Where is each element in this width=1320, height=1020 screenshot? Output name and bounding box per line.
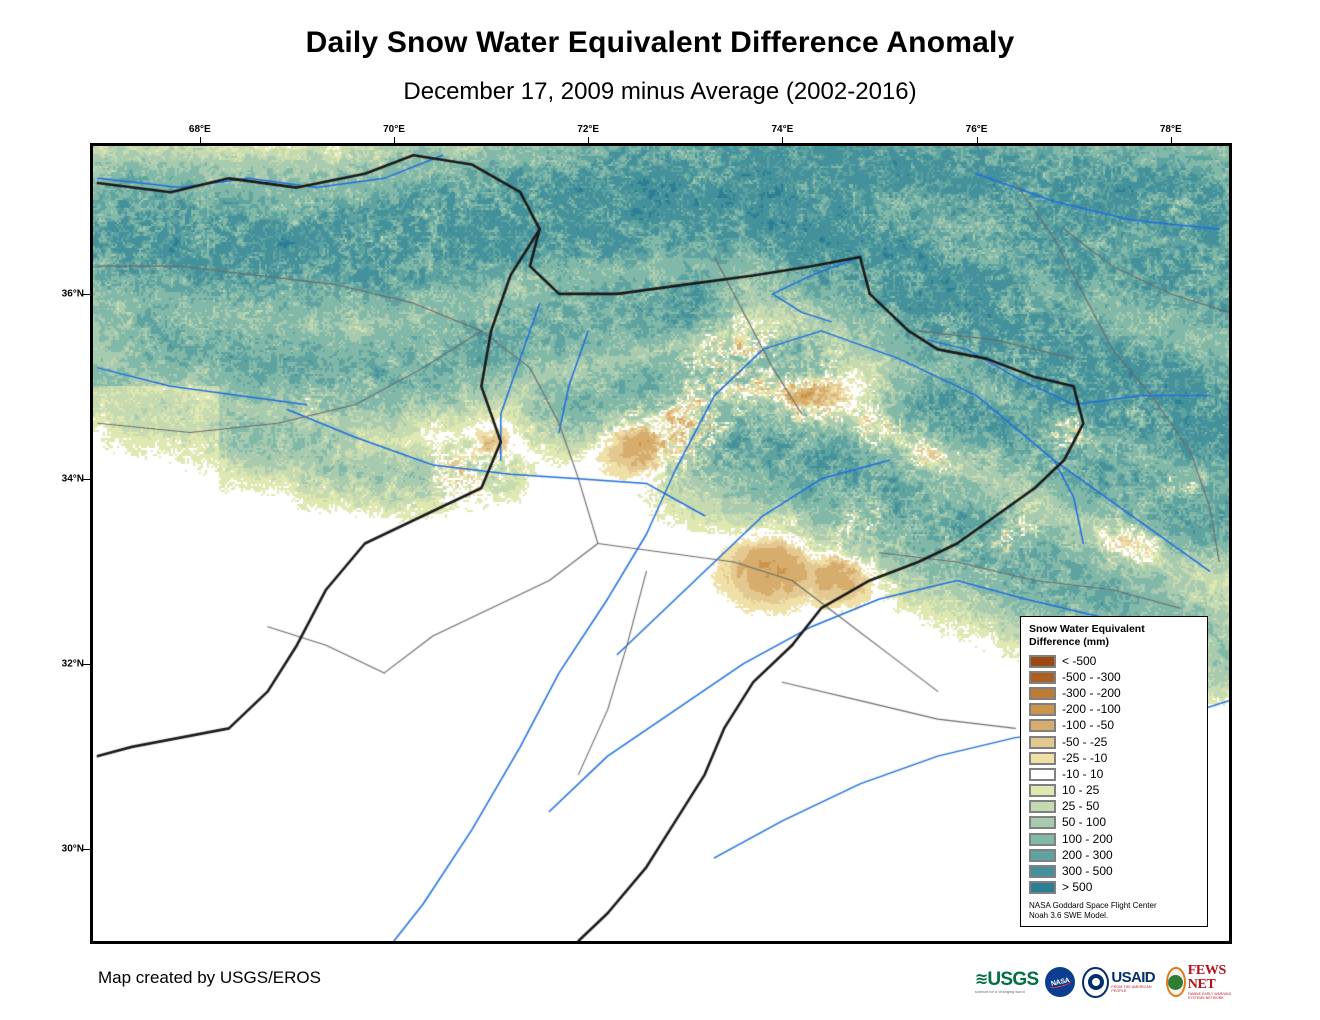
legend-row: -100 - -50	[1029, 718, 1201, 734]
fews-net-logo: FEWS NET FAMINE EARLY WARNING SYSTEMS NE…	[1166, 962, 1236, 1000]
legend-row: > 500	[1029, 880, 1201, 896]
map-credit: Map created by USGS/EROS	[98, 968, 321, 987]
legend-label: -500 - -300	[1062, 669, 1121, 684]
legend-swatch	[1029, 784, 1056, 798]
legend-swatch	[1029, 816, 1056, 830]
lon-tick-mark	[199, 137, 201, 144]
legend-row: -50 - -25	[1029, 734, 1201, 750]
legend-row: 100 - 200	[1029, 831, 1201, 847]
legend-swatch	[1029, 832, 1056, 846]
lon-tick-mark	[588, 137, 590, 144]
legend-source-note: NASA Goddard Space Flight Center Noah 3.…	[1029, 901, 1201, 922]
lat-tick-mark	[83, 848, 90, 850]
lon-tick-label: 76°E	[965, 124, 988, 135]
legend-row: 300 - 500	[1029, 863, 1201, 879]
usaid-seal-icon	[1082, 966, 1110, 998]
legend-row: < -500	[1029, 653, 1201, 669]
lon-tick-mark	[393, 137, 395, 144]
legend-swatch	[1029, 670, 1056, 684]
page-subtitle: December 17, 2009 minus Average (2002-20…	[403, 78, 917, 105]
legend-class-list: < -500 -500 - -300 -300 - -200 -200 - -100-…	[1029, 653, 1201, 896]
lon-tick-mark	[782, 137, 784, 144]
legend-row: 50 - 100	[1029, 815, 1201, 831]
legend-row: -300 - -200	[1029, 685, 1201, 701]
lat-tick-mark	[83, 293, 90, 295]
legend-label: < -500	[1062, 653, 1097, 668]
legend-note-line1: NASA Goddard Space Flight Center	[1029, 900, 1157, 910]
legend-label: 25 - 50	[1062, 799, 1100, 814]
lat-tick-label: 32°N	[61, 658, 84, 670]
usaid-tagline: FROM THE AMERICAN PEOPLE	[1111, 985, 1152, 993]
agency-logos: ≋ USGS science for a changing world NASA…	[975, 962, 1231, 1002]
legend-label: -100 - -50	[1062, 718, 1115, 733]
lon-tick-label: 68°E	[188, 124, 211, 135]
lon-tick-label: 72°E	[577, 124, 600, 135]
nasa-meatball-icon: NASA	[1045, 967, 1076, 997]
lat-tick-mark	[83, 478, 90, 480]
legend-title: Snow Water Equivalent Difference (mm)	[1029, 623, 1201, 649]
legend-swatch	[1029, 703, 1056, 717]
nasa-swoosh-icon	[1047, 977, 1073, 990]
lon-tick-mark	[976, 137, 978, 144]
legend-swatch	[1029, 767, 1056, 781]
legend-row: 200 - 300	[1029, 847, 1201, 863]
legend-swatch	[1029, 800, 1056, 814]
legend-label: 50 - 100	[1062, 815, 1107, 830]
legend-swatch	[1029, 654, 1056, 668]
legend-label: -300 - -200	[1062, 685, 1121, 700]
legend-swatch	[1029, 719, 1056, 733]
legend-row: -10 - 10	[1029, 766, 1201, 782]
usaid-wordmark: USAID	[1111, 969, 1156, 987]
legend-swatch	[1029, 881, 1056, 895]
page-title: Daily Snow Water Equivalent Difference A…	[305, 26, 1015, 59]
lat-tick-label: 34°N	[61, 473, 84, 485]
legend-swatch	[1029, 686, 1056, 700]
lat-tick-mark	[83, 663, 90, 665]
legend-row: -200 - -100	[1029, 702, 1201, 718]
lon-tick-mark	[1170, 137, 1172, 144]
legend-row: 25 - 50	[1029, 799, 1201, 815]
legend-label: 100 - 200	[1062, 831, 1113, 846]
legend-swatch	[1029, 735, 1056, 749]
legend-swatch	[1029, 865, 1056, 879]
usgs-wave-icon: ≋	[975, 970, 988, 988]
usaid-seal-core	[1091, 978, 1100, 986]
lon-tick-label: 70°E	[383, 124, 405, 135]
lon-tick-label: 78°E	[1159, 124, 1182, 135]
legend-label: -50 - -25	[1062, 734, 1108, 749]
legend-label: -200 - -100	[1062, 702, 1121, 717]
lat-tick-label: 36°N	[61, 288, 84, 300]
usgs-wordmark: USGS	[987, 969, 1039, 990]
legend-label: -25 - -10	[1062, 750, 1108, 765]
nasa-logo: NASA	[1045, 966, 1076, 998]
legend-row: 10 - 25	[1029, 783, 1201, 799]
usgs-logo: ≋ USGS science for a changing world	[975, 966, 1039, 998]
legend-label: 200 - 300	[1062, 847, 1113, 862]
lat-tick-label: 30°N	[61, 843, 84, 855]
legend-label: 10 - 25	[1062, 783, 1100, 798]
usgs-tagline: science for a changing world	[975, 990, 1025, 994]
fews-globe-icon	[1166, 967, 1186, 997]
legend-row: -500 - -300	[1029, 669, 1201, 685]
legend-title-line2: Difference (mm)	[1029, 636, 1109, 648]
lon-tick-label: 74°E	[771, 124, 794, 135]
fews-wordmark: FEWS NET	[1187, 962, 1226, 992]
legend-label: -10 - 10	[1062, 766, 1104, 781]
fews-tagline: FAMINE EARLY WARNING SYSTEMS NETWORK	[1187, 992, 1232, 1000]
legend-title-line1: Snow Water Equivalent	[1029, 623, 1145, 635]
legend-note-line2: Noah 3.6 SWE Model.	[1029, 911, 1109, 921]
usaid-seal-inner	[1087, 974, 1104, 990]
map-legend: Snow Water Equivalent Difference (mm) < …	[1020, 616, 1208, 927]
usaid-logo: USAID FROM THE AMERICAN PEOPLE	[1082, 966, 1159, 998]
legend-row: -25 - -10	[1029, 750, 1201, 766]
fews-globe-inner	[1168, 974, 1184, 990]
legend-swatch	[1029, 848, 1056, 862]
legend-swatch	[1029, 751, 1056, 765]
legend-label: 300 - 500	[1062, 864, 1113, 879]
legend-label: > 500	[1062, 880, 1093, 895]
